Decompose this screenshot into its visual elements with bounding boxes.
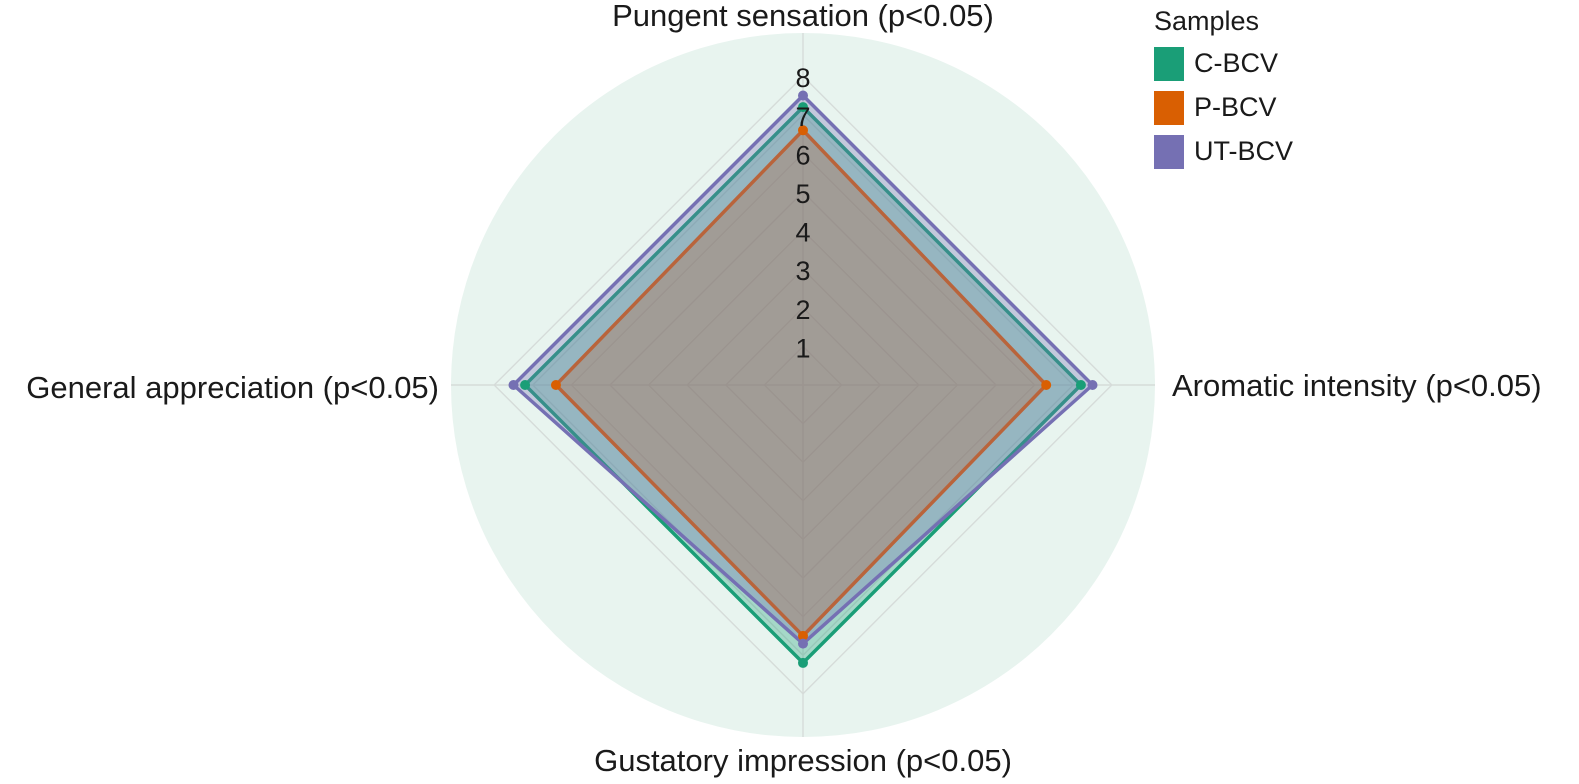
point-p-bcv-2 — [798, 630, 808, 641]
point-p-bcv-1 — [1041, 380, 1052, 390]
legend-title: Samples — [1154, 6, 1260, 36]
legend-item-p-bcv[interactable]: P-BCV — [1154, 89, 1293, 126]
radial-tick-5: 5 — [795, 179, 810, 209]
legend: Samples C-BCV P-BCV UT-BCV — [1154, 6, 1293, 177]
point-ut-bcv-1 — [1087, 380, 1098, 390]
radial-tick-3: 3 — [795, 256, 810, 286]
point-c-bcv-3 — [520, 380, 531, 390]
radial-tick-4: 4 — [795, 218, 810, 248]
radial-tick-2: 2 — [795, 295, 810, 325]
point-ut-bcv-0 — [798, 90, 808, 101]
legend-swatch-ut-bcv — [1154, 134, 1184, 169]
point-c-bcv-1 — [1075, 380, 1086, 390]
legend-label-p-bcv: P-BCV — [1194, 92, 1277, 122]
point-ut-bcv-2 — [798, 638, 808, 649]
legend-item-c-bcv[interactable]: C-BCV — [1154, 45, 1293, 82]
legend-label-ut-bcv: UT-BCV — [1194, 136, 1294, 166]
legend-item-ut-bcv[interactable]: UT-BCV — [1154, 133, 1293, 170]
axis-label-general-appreciation: General appreciation (p<0.05) — [26, 370, 439, 405]
radial-tick-8: 8 — [795, 63, 810, 93]
axis-label-gustatory-impression: Gustatory impression (p<0.05) — [594, 743, 1012, 778]
point-p-bcv-0 — [798, 125, 808, 136]
radial-tick-6: 6 — [795, 140, 810, 170]
point-c-bcv-2 — [798, 657, 808, 668]
legend-label-c-bcv: C-BCV — [1194, 48, 1279, 78]
axis-label-pungent-sensation: Pungent sensation (p<0.05) — [612, 0, 994, 33]
axis-label-aromatic-intensity: Aromatic intensity (p<0.05) — [1172, 368, 1542, 403]
radial-tick-7: 7 — [795, 102, 810, 132]
legend-swatch-c-bcv — [1154, 46, 1184, 81]
point-ut-bcv-3 — [508, 380, 519, 390]
point-p-bcv-3 — [550, 380, 561, 390]
legend-swatch-p-bcv — [1154, 90, 1184, 125]
radial-tick-1: 1 — [795, 333, 810, 363]
point-c-bcv-0 — [798, 102, 808, 113]
